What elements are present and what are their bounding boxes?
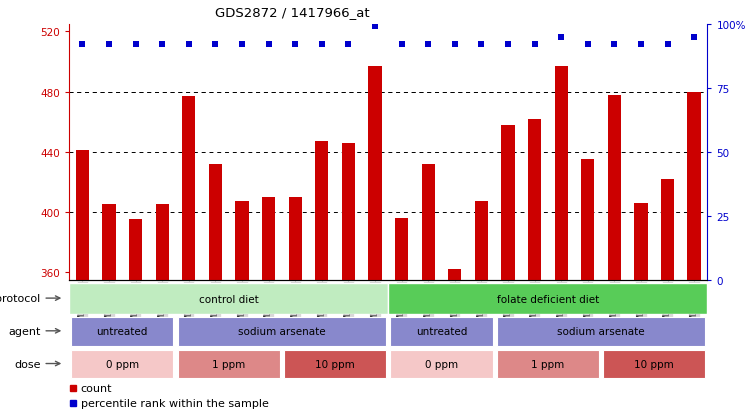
Text: sodium arsenate: sodium arsenate: [238, 326, 326, 336]
Bar: [315, 142, 328, 280]
Bar: [342, 143, 355, 280]
Point: [103, 42, 115, 48]
Bar: [262, 197, 275, 280]
Text: 10 ppm: 10 ppm: [315, 358, 355, 369]
Bar: [661, 179, 674, 280]
Text: 1 ppm: 1 ppm: [212, 358, 246, 369]
Bar: [475, 202, 488, 280]
Point: [475, 42, 487, 48]
Text: control diet: control diet: [199, 294, 258, 304]
Bar: [391, 318, 493, 346]
Bar: [102, 205, 116, 280]
Bar: [71, 318, 173, 346]
Point: [396, 42, 408, 48]
Point: [342, 42, 354, 48]
Bar: [155, 205, 169, 280]
Text: 0 ppm: 0 ppm: [425, 358, 458, 369]
Point: [77, 42, 89, 48]
Text: sodium arsenate: sodium arsenate: [557, 326, 645, 336]
Text: GDS2872 / 1417966_at: GDS2872 / 1417966_at: [216, 6, 369, 19]
Bar: [554, 67, 568, 280]
Point: [635, 42, 647, 48]
Bar: [528, 119, 541, 280]
Bar: [391, 350, 493, 378]
Bar: [284, 350, 386, 378]
Bar: [368, 67, 382, 280]
Point: [582, 42, 594, 48]
Point: [315, 42, 327, 48]
Text: dose: dose: [14, 358, 41, 369]
Bar: [635, 204, 647, 280]
Point: [236, 42, 248, 48]
Text: count: count: [80, 383, 112, 393]
Point: [130, 42, 142, 48]
Bar: [288, 197, 302, 280]
Point: [502, 42, 514, 48]
Bar: [178, 318, 386, 346]
Point: [688, 34, 700, 41]
Bar: [76, 151, 89, 280]
Point: [449, 42, 461, 48]
Point: [555, 34, 567, 41]
Bar: [581, 160, 594, 280]
Bar: [209, 164, 222, 280]
Text: agent: agent: [8, 326, 41, 336]
Bar: [69, 283, 388, 315]
Point: [182, 42, 195, 48]
Point: [289, 42, 301, 48]
Text: 0 ppm: 0 ppm: [106, 358, 139, 369]
Point: [422, 42, 434, 48]
Bar: [71, 350, 173, 378]
Text: folate deficient diet: folate deficient diet: [496, 294, 599, 304]
Bar: [421, 164, 435, 280]
Bar: [182, 97, 195, 280]
Point: [156, 42, 168, 48]
Text: percentile rank within the sample: percentile rank within the sample: [80, 398, 268, 408]
Bar: [497, 318, 705, 346]
Bar: [603, 350, 705, 378]
Point: [608, 42, 620, 48]
Bar: [129, 220, 142, 280]
Bar: [178, 350, 280, 378]
Text: untreated: untreated: [416, 326, 467, 336]
Bar: [502, 126, 514, 280]
Point: [662, 42, 674, 48]
Text: 10 ppm: 10 ppm: [635, 358, 674, 369]
Point: [529, 42, 541, 48]
Point: [263, 42, 275, 48]
Point: [210, 42, 222, 48]
Text: untreated: untreated: [97, 326, 148, 336]
Bar: [235, 202, 249, 280]
Point: [369, 24, 381, 31]
Text: 1 ppm: 1 ppm: [531, 358, 565, 369]
Bar: [395, 218, 409, 280]
Text: protocol: protocol: [0, 293, 41, 304]
Bar: [448, 270, 461, 280]
Bar: [388, 283, 707, 315]
Bar: [497, 350, 599, 378]
Bar: [687, 93, 701, 280]
Bar: [608, 95, 621, 280]
